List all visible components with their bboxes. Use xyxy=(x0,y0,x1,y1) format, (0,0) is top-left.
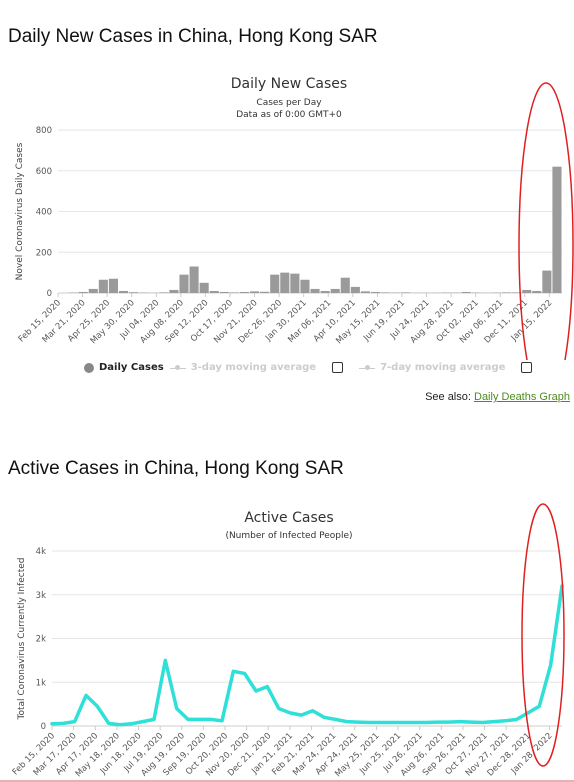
active-title: Active Cases xyxy=(244,510,333,526)
daily-subtitle: Cases per Day xyxy=(256,98,322,108)
daily-subtitle-2: Data as of 0:00 GMT+0 xyxy=(236,110,342,120)
daily-bar xyxy=(250,291,260,293)
daily-bar xyxy=(330,288,340,293)
daily-bar xyxy=(381,292,391,293)
daily-bar xyxy=(78,291,88,293)
daily-bar xyxy=(370,291,381,293)
active-ytick-label: 1k xyxy=(36,678,46,688)
legend-3day-average[interactable]: 3-day moving average xyxy=(169,362,317,373)
daily-bar xyxy=(522,289,532,293)
daily-bar xyxy=(229,292,239,293)
daily-bar xyxy=(169,289,179,293)
daily-bar xyxy=(512,292,522,293)
daily-cases-chart: Daily New Cases Cases per Day Data as of 0… xyxy=(15,76,574,360)
legend-7day-average[interactable]: 7-day moving average xyxy=(359,362,505,373)
daily-bar xyxy=(108,278,118,293)
active-cases-heading: Active Cases in China, Hong Kong SAR xyxy=(8,458,344,479)
daily-bar xyxy=(290,273,300,293)
daily-bar xyxy=(270,274,280,293)
active-ytick-label: 3k xyxy=(36,591,46,601)
bottom-divider xyxy=(0,780,574,782)
toggle-3day-checkbox[interactable] xyxy=(332,362,344,373)
daily-bar xyxy=(461,291,471,293)
daily-bar xyxy=(310,288,320,293)
daily-bar xyxy=(360,291,370,293)
active-ytick-label: 0 xyxy=(41,722,46,732)
active-highlight-ellipse xyxy=(521,503,565,767)
daily-bar xyxy=(98,279,108,293)
daily-ytick-label: 400 xyxy=(36,208,52,218)
daily-bar xyxy=(260,291,270,293)
daily-deaths-graph-link[interactable]: Daily Deaths Graph xyxy=(474,391,570,403)
chart-legend: Daily Cases 3-day moving average 7-day m… xyxy=(84,362,542,373)
daily-bar xyxy=(179,274,189,293)
legend-daily-cases-label: Daily Cases xyxy=(99,362,164,373)
legend-3day-label: 3-day moving average xyxy=(190,362,317,373)
see-also: See also: Daily Deaths Graph xyxy=(425,391,570,403)
legend-7day-label: 7-day moving average xyxy=(380,362,506,373)
daily-highlight-ellipse xyxy=(518,82,574,360)
daily-title: Daily New Cases xyxy=(231,76,347,92)
daily-bar xyxy=(552,166,562,293)
daily-bar xyxy=(502,292,512,293)
legend-7day-marker xyxy=(359,365,376,370)
daily-bar xyxy=(209,290,219,293)
active-cases-chart: Active Cases (Number of Infected People) 0… xyxy=(11,503,565,779)
daily-bar xyxy=(542,270,552,293)
daily-ytick-label: 200 xyxy=(36,248,52,258)
active-ytick-label: 2k xyxy=(36,635,46,645)
daily-ylabel: Novel Coronavirus Daily Cases xyxy=(15,142,25,280)
daily-bar xyxy=(300,279,310,293)
see-also-label: See also: xyxy=(425,391,471,403)
toggle-7day-checkbox[interactable] xyxy=(521,362,533,373)
active-subtitle: (Number of Infected People) xyxy=(225,531,352,541)
daily-bar xyxy=(129,292,139,293)
active-ylabel: Total Coronavirus Currently Infected xyxy=(17,558,27,721)
active-ytick-label: 4k xyxy=(36,547,46,557)
daily-bar xyxy=(189,266,199,293)
daily-bar xyxy=(88,288,98,293)
daily-bar xyxy=(340,277,350,293)
daily-bar xyxy=(219,291,229,293)
daily-bar xyxy=(320,290,330,293)
daily-cases-heading: Daily New Cases in China, Hong Kong SAR xyxy=(8,26,378,47)
legend-daily-cases-marker xyxy=(84,362,94,373)
daily-bar xyxy=(350,286,360,293)
active-series-line xyxy=(50,584,564,727)
daily-bar xyxy=(118,290,129,293)
legend-3day-marker xyxy=(169,365,186,370)
daily-bar xyxy=(280,272,290,293)
daily-bar xyxy=(159,292,169,293)
daily-bar xyxy=(239,291,250,293)
daily-bar xyxy=(532,290,542,293)
daily-bar xyxy=(199,282,209,293)
daily-bar xyxy=(401,292,411,293)
daily-ytick-label: 800 xyxy=(36,126,52,136)
legend-daily-cases[interactable]: Daily Cases xyxy=(84,362,164,373)
daily-ytick-label: 600 xyxy=(36,167,52,177)
daily-ytick-label: 0 xyxy=(47,289,52,299)
